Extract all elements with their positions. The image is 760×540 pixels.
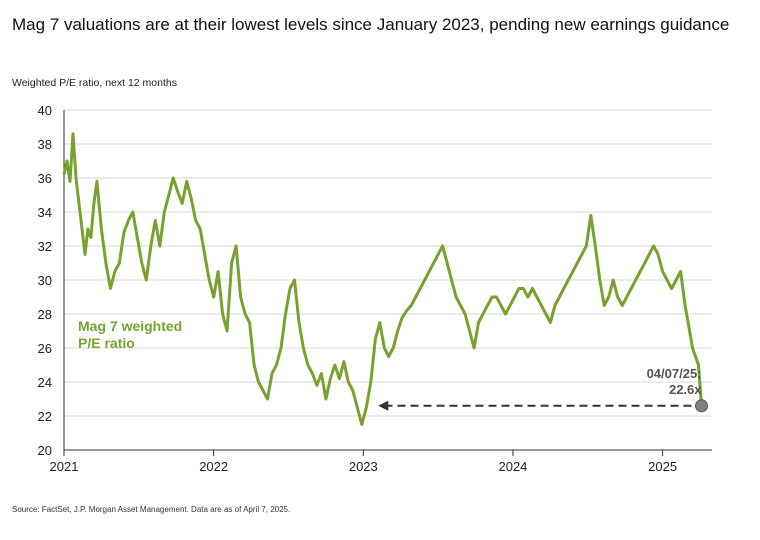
y-tick-label: 28 — [38, 307, 52, 322]
chart-subtitle: Weighted P/E ratio, next 12 months — [12, 77, 177, 89]
x-tick-label: 2022 — [199, 459, 228, 474]
y-tick-label: 40 — [38, 103, 52, 118]
x-tick-label: 2025 — [648, 459, 677, 474]
series-line-mag7-pe — [62, 132, 703, 426]
x-tick-label: 2024 — [498, 459, 527, 474]
series-label-line1: Mag 7 weighted — [78, 318, 182, 334]
y-tick-label: 24 — [38, 375, 52, 390]
x-axis-ticks: 2021 2022 2023 2024 2025 — [50, 450, 677, 474]
y-tick-label: 30 — [38, 273, 52, 288]
y-axis-ticks: 20 22 24 26 28 30 32 34 36 38 40 — [38, 103, 52, 458]
latest-value-marker — [695, 399, 709, 413]
gridlines — [64, 109, 712, 417]
series-label-line2: P/E ratio — [78, 335, 135, 351]
callout-value: 22.6x — [669, 382, 702, 397]
y-tick-label: 20 — [38, 443, 52, 458]
y-tick-label: 38 — [38, 137, 52, 152]
x-tick-label: 2023 — [349, 459, 378, 474]
callout-arrow-head — [378, 400, 389, 411]
callout-date: 04/07/25: — [647, 366, 702, 381]
chart-title: Mag 7 valuations are at their lowest lev… — [12, 15, 730, 34]
source-note: Source: FactSet, J.P. Morgan Asset Manag… — [12, 505, 291, 514]
y-tick-label: 36 — [38, 171, 52, 186]
y-tick-label: 26 — [38, 341, 52, 356]
y-tick-label: 32 — [38, 239, 52, 254]
y-tick-label: 22 — [38, 409, 52, 424]
y-tick-label: 34 — [38, 205, 52, 220]
x-tick-label: 2021 — [50, 459, 79, 474]
